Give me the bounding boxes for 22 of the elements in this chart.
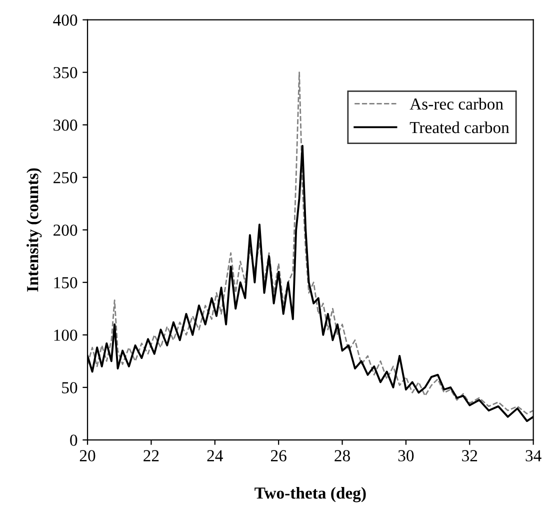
x-tick-label: 32: [462, 450, 478, 462]
x-tick-label: 22: [144, 450, 159, 462]
y-tick-label: 350: [54, 67, 78, 78]
y-tick-label: 300: [54, 120, 78, 131]
y-tick-label: 100: [54, 330, 78, 341]
line-series: [88, 72, 534, 414]
x-tick-label: 26: [270, 450, 286, 462]
x-tick-label: 34: [526, 450, 542, 462]
x-axis-title: Two-theta (deg): [254, 486, 366, 502]
y-tick-label: 150: [54, 277, 78, 288]
legend-label: Treated carbon: [410, 121, 510, 134]
y-tick-label: 200: [54, 224, 78, 236]
x-tick-label: 20: [80, 450, 96, 462]
x-tick-label: 30: [398, 450, 414, 462]
x-tick-label: 24: [207, 450, 223, 462]
y-tick-label: 50: [62, 382, 78, 394]
y-tick-label: 0: [70, 434, 78, 446]
legend-label: As-rec carbon: [410, 98, 504, 110]
y-tick-label: 400: [53, 14, 78, 26]
x-tick-label: 28: [334, 450, 350, 462]
y-axis-title: Intensity (counts): [26, 168, 42, 292]
y-tick-label: 250: [54, 172, 78, 184]
